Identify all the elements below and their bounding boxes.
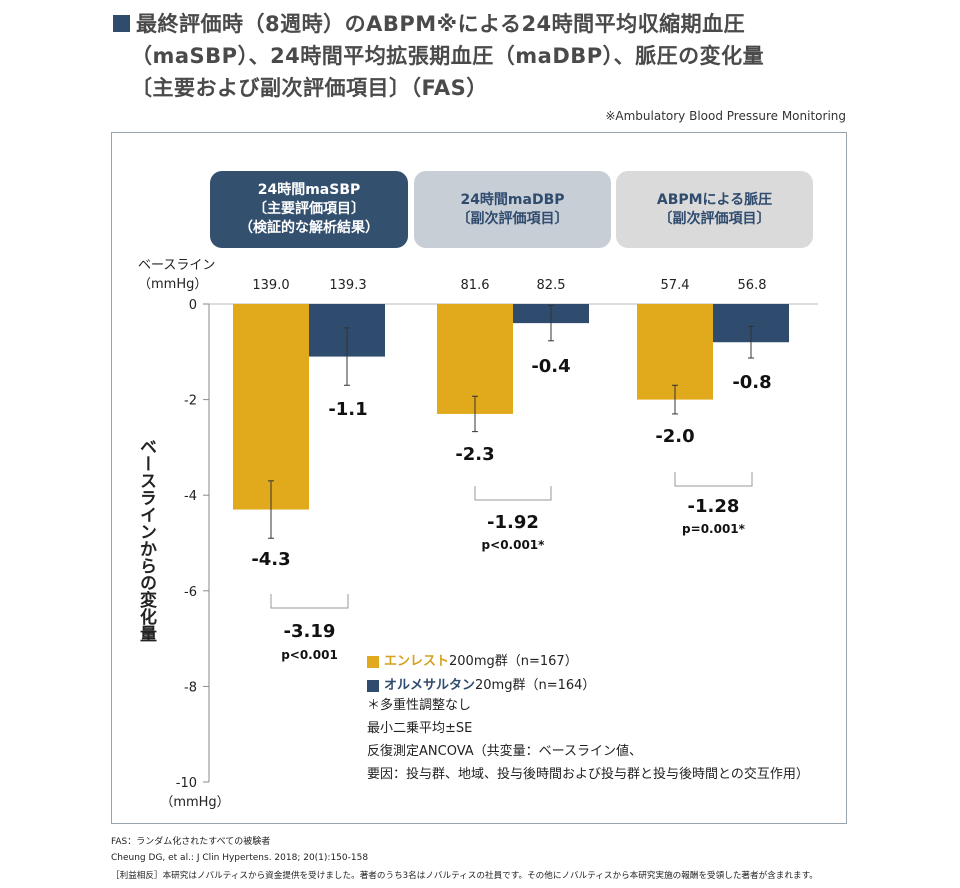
legend: エンレスト 200mg群（n=167） オルメサルタン 20mg群（n=164） <box>367 650 595 698</box>
title-square-icon <box>113 15 130 32</box>
footer-fas: FAS：ランダム化されたすべての被験者 <box>111 837 271 847</box>
legend-swatch-entresto <box>367 656 379 668</box>
header-masbp-line1: 24時間maSBP <box>257 182 361 198</box>
title-line-1: 最終評価時（8週時）のABPM※による24時間平均収縮期血圧 <box>136 12 746 36</box>
baseline-unit: （mmHg） <box>138 277 208 292</box>
legend-entresto-detail: 200mg群（n=167） <box>449 654 578 669</box>
note-ancova: 反復測定ANCOVA（共変量：ベースライン値、 <box>367 744 643 759</box>
baseline-value: 139.3 <box>329 278 367 293</box>
legend-entresto-name: エンレスト <box>384 654 450 669</box>
baseline-value: 81.6 <box>460 278 490 293</box>
header-pp-line2: 〔副次評価項目〕 <box>658 210 771 227</box>
title-line-3: 〔主要および副次評価項目〕（FAS） <box>131 76 488 100</box>
abpm-note: ※Ambulatory Blood Pressure Monitoring <box>605 109 846 123</box>
note-multiplicity: ＊多重性調整なし <box>367 698 472 713</box>
baseline-label-text: ベースライン <box>138 258 216 273</box>
baseline-value: 82.5 <box>536 278 566 293</box>
header-pulse-pressure: ABPMによる脈圧 〔副次評価項目〕 <box>616 171 813 248</box>
header-madbp: 24時間maDBP 〔副次評価項目〕 <box>414 171 611 248</box>
header-pp-line1: ABPMによる脈圧 <box>656 191 773 208</box>
footer-coi: ［利益相反］本研究はノバルティスから資金提供を受けました。著者のうち3名はノバル… <box>111 871 818 881</box>
note-factors: 要因：投与群、地域、投与後時間および投与群と投与後時間との交互作用） <box>367 767 809 782</box>
baseline-value: 139.0 <box>252 278 290 293</box>
header-madbp-line1: 24時間maDBP <box>460 191 565 208</box>
baseline-value: 56.8 <box>737 278 767 293</box>
title-line-2: （maSBP）、24時間平均拡張期血圧（maDBP）、脈圧の変化量 <box>131 44 765 68</box>
legend-olmesartan-name: オルメサルタン <box>384 678 476 693</box>
legend-item-olmesartan: オルメサルタン 20mg群（n=164） <box>367 674 595 698</box>
legend-item-entresto: エンレスト 200mg群（n=167） <box>367 650 595 674</box>
legend-swatch-olmesartan <box>367 680 379 692</box>
page-title: 最終評価時（8週時）のABPM※による24時間平均収縮期血圧 （maSBP）、2… <box>113 8 873 104</box>
note-lsmean: 最小二乗平均±SE <box>367 721 473 736</box>
header-masbp-line3: （検証的な解析結果） <box>239 220 379 236</box>
chart-frame <box>111 132 847 824</box>
baseline-label: ベースライン （mmHg） <box>138 256 215 294</box>
method-notes: ＊多重性調整なし 最小二乗平均±SE 反復測定ANCOVA（共変量：ベースライン… <box>367 694 809 786</box>
footer-citation: Cheung DG, et al.: J Clin Hypertens. 201… <box>111 853 369 863</box>
baseline-value: 57.4 <box>660 278 690 293</box>
header-masbp: 24時間maSBP 〔主要評価項目〕 （検証的な解析結果） <box>210 171 408 248</box>
legend-olmesartan-detail: 20mg群（n=164） <box>475 678 596 693</box>
header-madbp-line2: 〔副次評価項目〕 <box>456 210 569 227</box>
header-masbp-line2: 〔主要評価項目〕 <box>253 201 365 217</box>
